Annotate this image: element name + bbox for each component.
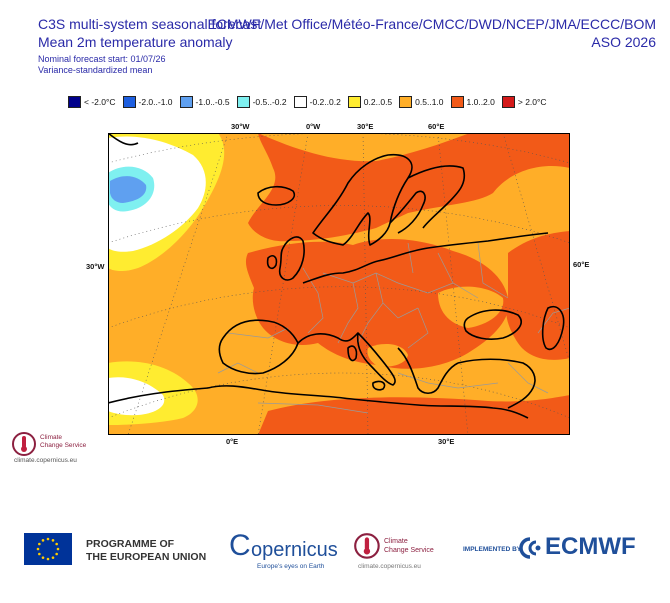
anomaly-map — [108, 133, 570, 435]
lat-label-left: 30°W — [86, 262, 105, 271]
legend-swatch — [179, 96, 193, 108]
legend-item: > 2.0°C — [501, 96, 547, 108]
copernicus-c-letter: C — [229, 529, 251, 562]
eu-star — [55, 552, 58, 556]
graticule — [108, 133, 570, 435]
eu-star — [38, 552, 41, 556]
nominal-start-label: Nominal forecast start: 01/07/26 — [38, 54, 166, 64]
lon-label-top: 60°E — [428, 122, 445, 131]
legend-swatch — [347, 96, 361, 108]
legend-label: 0.2..0.5 — [363, 97, 393, 107]
legend-label: 1.0..2.0 — [466, 97, 495, 107]
lon-label-bottom: 0°E — [226, 437, 239, 446]
anomaly-field-red — [248, 133, 570, 242]
anomaly-field-lightblue — [110, 176, 147, 203]
legend-item: 1.0..2.0 — [450, 96, 495, 108]
c3s-logo-icon — [354, 533, 380, 559]
legend-label: > 2.0°C — [517, 97, 547, 107]
eu-star — [51, 539, 55, 542]
legend-item: < -2.0°C — [68, 96, 116, 108]
legend-label: -2.0..-1.0 — [138, 97, 173, 107]
eu-star — [46, 557, 50, 561]
c3s-badge: Climate Change Service climate.copernicu… — [10, 430, 86, 465]
anomaly-field-red — [258, 395, 570, 435]
eu-star — [55, 542, 58, 546]
anomaly-field-red — [506, 231, 570, 360]
anomaly-field-red — [245, 238, 509, 369]
c3s-logo-line2: Change Service — [384, 547, 434, 554]
legend-swatch — [450, 96, 464, 108]
lon-label-bottom: 30°E — [438, 437, 455, 446]
ecmwf-logo-icon — [519, 537, 541, 559]
anomaly-field-orange — [367, 343, 408, 367]
programme-line2: THE EUROPEAN UNION — [86, 551, 207, 563]
copernicus-tagline: Europe's eyes on Earth — [257, 563, 325, 570]
eu-star — [41, 556, 45, 559]
legend-label: -0.2..0.2 — [309, 97, 341, 107]
lat-label-right: 60°E — [573, 260, 590, 269]
coastlines — [108, 133, 565, 419]
c3s-logo-url: climate.copernicus.eu — [358, 563, 421, 570]
eu-star — [38, 542, 41, 546]
legend-label: < -2.0°C — [84, 97, 116, 107]
legend-swatch — [236, 96, 250, 108]
eu-flag-icon — [24, 533, 72, 565]
legend-item: -0.2..0.2 — [293, 96, 341, 108]
lon-label-top: 0°W — [306, 122, 321, 131]
title-line2: Mean 2m temperature anomaly — [38, 34, 233, 50]
legend-item: -0.5..-0.2 — [236, 96, 287, 108]
eu-star — [36, 547, 40, 551]
c3s-badge-icon — [12, 432, 36, 456]
map-frame — [108, 133, 570, 435]
c3s-badge-line2: Change Service — [40, 442, 87, 449]
map-canvas — [108, 133, 570, 435]
legend-item: -1.0..-0.5 — [179, 96, 230, 108]
color-legend: < -2.0°C -2.0..-1.0 -1.0..-0.5 -0.5..-0.… — [68, 95, 554, 109]
legend-swatch — [68, 96, 81, 108]
eu-star — [51, 556, 55, 559]
legend-item: 0.2..0.5 — [347, 96, 393, 108]
legend-swatch — [122, 96, 136, 108]
legend-label: -1.0..-0.5 — [195, 97, 230, 107]
c3s-badge-url: climate.copernicus.eu — [14, 457, 77, 464]
ecmwf-logo-text: ECMWF — [545, 533, 636, 560]
copernicus-logo-text: opernicus — [251, 539, 338, 561]
legend-label: -0.5..-0.2 — [252, 97, 287, 107]
eu-star — [46, 537, 50, 541]
title-line1: C3S multi-system seasonal forecast — [38, 16, 262, 32]
eu-star — [41, 539, 45, 542]
legend-swatch — [293, 96, 307, 108]
lon-label-top: 30°W — [231, 122, 250, 131]
c3s-logo-line1: Climate — [384, 538, 408, 545]
legend-item: -2.0..-1.0 — [122, 96, 173, 108]
centres-label: ECMWF/Met Office/Météo-France/CMCC/DWD/N… — [207, 16, 656, 32]
implemented-by-label: IMPLEMENTED BY — [463, 546, 522, 553]
legend-item: 0.5..1.0 — [399, 96, 444, 108]
season-label: ASO 2026 — [591, 34, 656, 50]
legend-swatch — [399, 96, 413, 108]
programme-line1: PROGRAMME OF — [86, 538, 175, 550]
legend-label: 0.5..1.0 — [415, 97, 444, 107]
legend-swatch — [501, 96, 515, 108]
method-label: Variance-standardized mean — [38, 65, 153, 75]
footer-logos: PROGRAMME OF THE EUROPEAN UNION C operni… — [0, 525, 670, 580]
eu-star — [56, 547, 60, 551]
c3s-badge-line1: Climate — [40, 434, 63, 441]
lon-label-top: 30°E — [357, 122, 374, 131]
